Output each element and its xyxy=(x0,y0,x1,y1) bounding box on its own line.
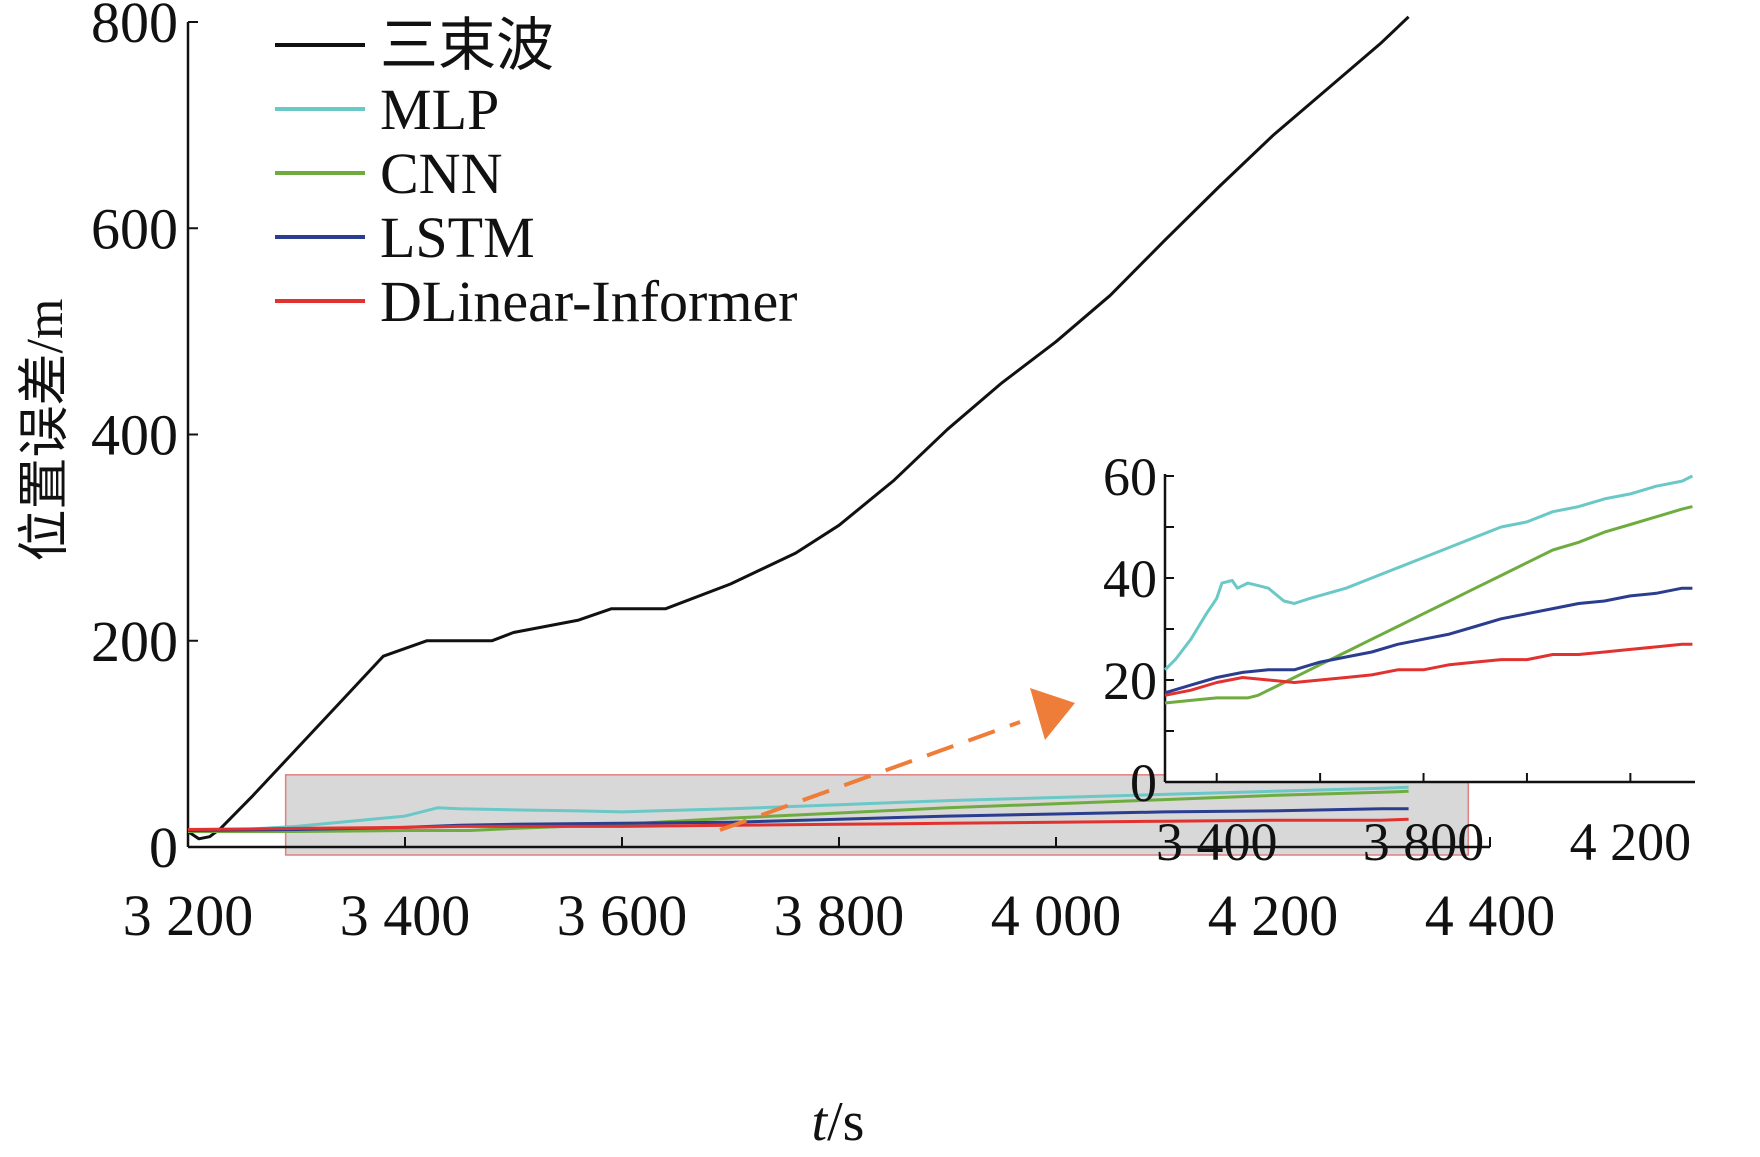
series-cnn-line xyxy=(188,789,1409,833)
y-tick-label: 400 xyxy=(91,403,178,468)
inset-x-tick-label: 3 800 xyxy=(1363,812,1485,872)
y-tick-label: 200 xyxy=(91,609,178,674)
x-axis-label: t/s xyxy=(812,1091,865,1153)
inset-y-tick-label: 0 xyxy=(1130,753,1157,813)
inset-plot: 3 400 3 800 4 200 0 20 40 60 xyxy=(1103,447,1695,872)
inset-y-tick-label: 20 xyxy=(1103,651,1157,711)
series-mlp-line xyxy=(187,785,1409,832)
x-axis-label-unit: /s xyxy=(827,1091,864,1153)
legend-label-series-dlinear-informer: DLinear-Informer xyxy=(380,269,798,334)
x-tick-label: 4 400 xyxy=(1425,883,1556,948)
inset-series-dlinear-informer-line xyxy=(1164,642,1693,697)
legend-label-series-cnn: CNN xyxy=(380,141,502,206)
y-tick-label: 800 xyxy=(91,0,178,55)
x-tick-label: 3 200 xyxy=(123,883,254,948)
main-plot: 3 200 3 400 3 600 3 800 4 000 4 200 4 40002004… xyxy=(17,0,1555,1153)
x-tick-label: 3 600 xyxy=(557,883,688,948)
inset-background xyxy=(1165,472,1695,782)
x-tick-label: 4 000 xyxy=(991,883,1122,948)
legend-label-series-mlp: MLP xyxy=(380,77,499,142)
inset-series-mlp-line xyxy=(1163,474,1694,671)
legend-label-series-three-beam: 三束波 xyxy=(380,13,554,78)
inset-series-lstm-line xyxy=(1164,586,1693,695)
series-three-beam-line xyxy=(187,15,1410,841)
x-tick-label: 4 200 xyxy=(1208,883,1339,948)
inset-y-tick-label: 60 xyxy=(1103,447,1157,507)
inset-x-tick-label: 4 200 xyxy=(1570,812,1692,872)
x-tick-label: 3 800 xyxy=(774,883,905,948)
zoom-arrow-head xyxy=(1030,688,1075,740)
y-tick-label: 0 xyxy=(149,815,178,880)
inset-x-tick-label: 3 400 xyxy=(1156,812,1278,872)
y-axis-label: 位置误差/m xyxy=(17,299,74,562)
y-tick-label: 600 xyxy=(91,196,178,261)
legend-label-series-lstm: LSTM xyxy=(380,205,535,270)
zoom-arrow-line xyxy=(719,720,1021,832)
inset-series-cnn-line xyxy=(1164,505,1693,705)
series-dlinear-informer-line xyxy=(187,817,1409,831)
highlight-region xyxy=(284,774,1470,856)
x-tick-label: 3 400 xyxy=(340,883,471,948)
x-axis-label-symbol: t xyxy=(812,1091,829,1153)
inset-y-tick-label: 40 xyxy=(1103,549,1157,609)
